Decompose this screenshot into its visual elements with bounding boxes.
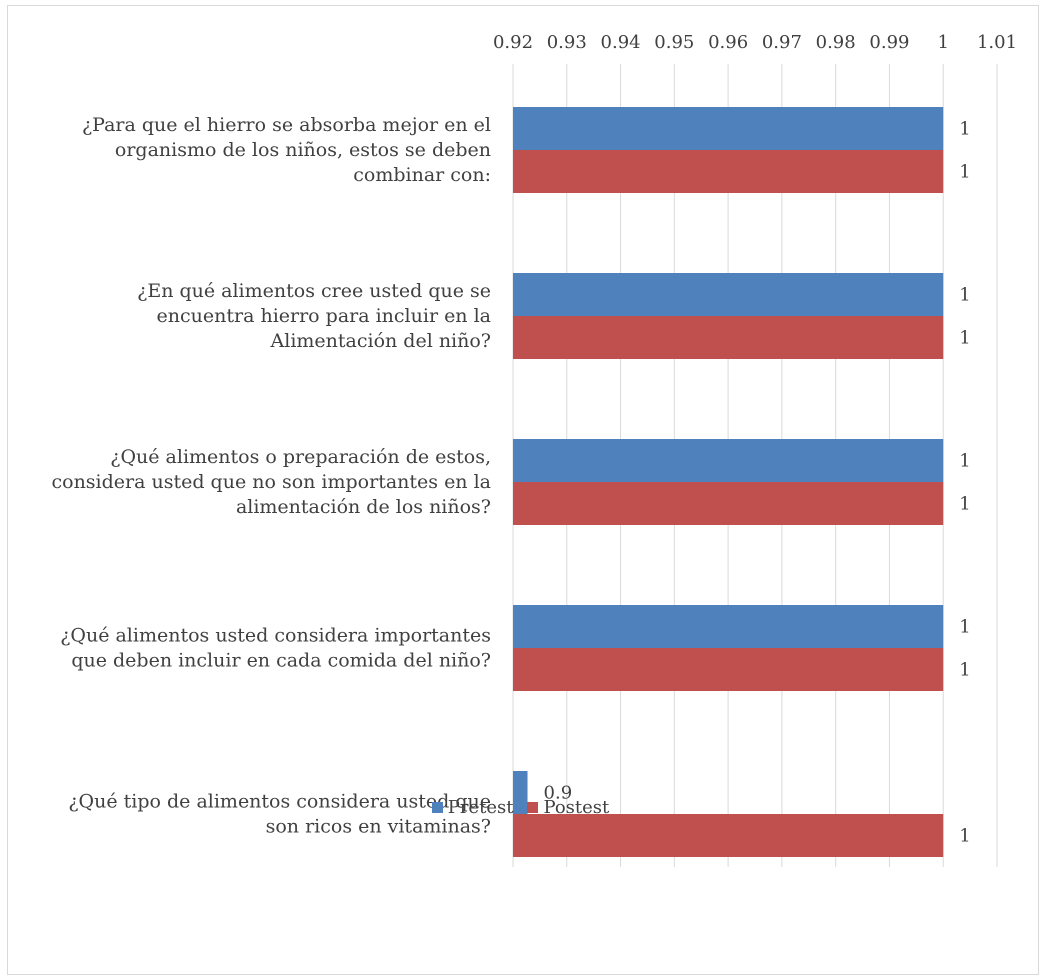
category-label: ¿Qué alimentos o preparación de estos, co… xyxy=(51,446,491,518)
bar-pretest xyxy=(513,107,944,150)
category-label: ¿En qué alimentos cree usted que se encue… xyxy=(137,280,491,352)
data-label: 0.9 xyxy=(544,783,573,804)
data-label: 1 xyxy=(959,119,970,140)
x-tick-label: 1.01 xyxy=(977,32,1017,53)
x-tick-label: 0.93 xyxy=(547,32,587,53)
x-tick-label: 0.96 xyxy=(708,32,748,53)
x-tick-label: 0.95 xyxy=(654,32,694,53)
x-tick-label: 0.94 xyxy=(601,32,641,53)
bar-postest xyxy=(513,316,944,359)
category-label: ¿Qué tipo de alimentos considera usted q… xyxy=(68,791,491,838)
legend: Pretest Postest xyxy=(0,797,1041,818)
data-label: 1 xyxy=(959,660,970,681)
legend-swatch-postest xyxy=(527,802,539,813)
data-label: 1 xyxy=(959,617,970,638)
data-label: 1 xyxy=(959,451,970,472)
data-label: 1 xyxy=(959,494,970,515)
bar-pretest xyxy=(513,771,528,814)
bar-pretest xyxy=(513,439,944,482)
data-label: 1 xyxy=(959,285,970,306)
data-label: 1 xyxy=(959,162,970,183)
data-label: 1 xyxy=(959,328,970,349)
x-tick-label: 0.99 xyxy=(869,32,909,53)
legend-swatch-pretest xyxy=(431,802,443,813)
bar-postest xyxy=(513,482,944,525)
category-label: ¿Para que el hierro se absorba mejor en … xyxy=(82,114,491,186)
bar-postest xyxy=(513,648,944,691)
legend-label-pretest: Pretest xyxy=(447,797,514,818)
legend-label-postest: Postest xyxy=(543,797,610,818)
x-tick-label: 1 xyxy=(937,32,948,53)
legend-item-postest[interactable]: Postest xyxy=(527,797,609,818)
x-tick-label: 0.98 xyxy=(816,32,856,53)
legend-item-pretest[interactable]: Pretest xyxy=(431,797,514,818)
x-tick-label: 0.97 xyxy=(762,32,802,53)
bar-postest xyxy=(513,814,944,857)
category-label: ¿Qué alimentos usted considera important… xyxy=(60,625,491,672)
x-tick-label: 0.92 xyxy=(493,32,533,53)
bar-postest xyxy=(513,150,944,193)
bar-pretest xyxy=(513,605,944,648)
bar-pretest xyxy=(513,273,944,316)
data-label: 1 xyxy=(959,826,970,847)
